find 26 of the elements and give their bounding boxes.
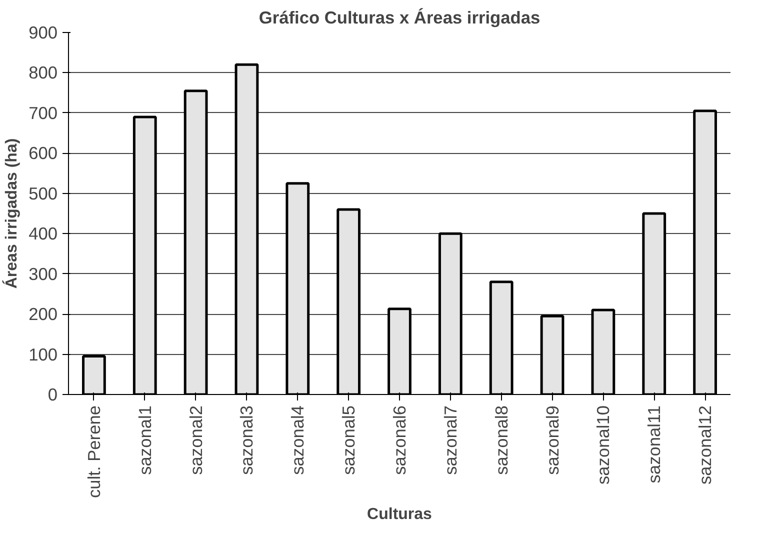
x-tick-label: sazonal6 [390, 405, 410, 475]
y-tick-label: 400 [28, 224, 58, 244]
x-tick-label: sazonal2 [186, 405, 206, 475]
x-tick-label: cult. Perene [84, 405, 104, 498]
x-tick-label: sazonal1 [134, 405, 155, 475]
y-tick-label: 300 [28, 264, 58, 284]
x-tick-label: sazonal11 [644, 405, 664, 484]
y-axis-title: Áreas irrigadas (ha) [2, 138, 21, 289]
y-tick-label: 100 [28, 344, 58, 364]
x-tick-label: sazonal8 [491, 405, 512, 475]
x-tick-label: sazonal5 [338, 405, 359, 475]
x-axis-title: Culturas [367, 506, 432, 523]
y-tick-label: 0 [48, 384, 58, 404]
x-tick-label: sazonal7 [440, 405, 460, 475]
x-tick-label: sazonal4 [288, 405, 308, 475]
x-tick-label: sazonal9 [542, 405, 562, 475]
y-tick-label: 200 [28, 304, 58, 324]
y-tick-label: 600 [28, 143, 58, 164]
x-tick-label: sazonal10 [593, 405, 614, 484]
x-tick-label: sazonal12 [695, 405, 716, 484]
y-tick-label: 500 [28, 183, 58, 204]
y-tick-label: 800 [28, 62, 58, 83]
y-tick-label: 700 [28, 102, 58, 123]
y-tick-label: 900 [28, 22, 58, 42]
chart-title: Gráfico Culturas x Áreas irrigadas [258, 8, 540, 28]
x-tick-label: sazonal3 [236, 405, 257, 475]
